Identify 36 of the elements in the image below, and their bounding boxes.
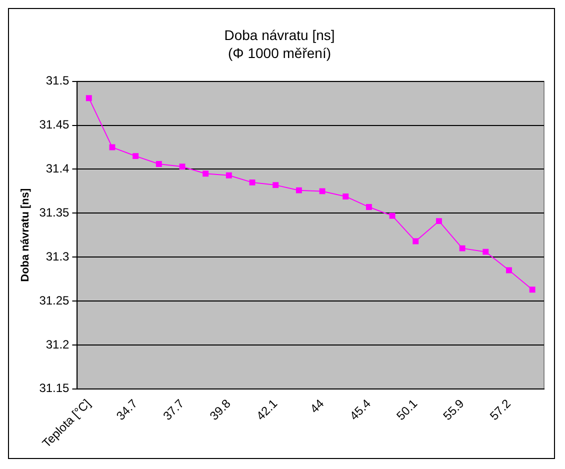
point (272, 182, 279, 188)
point (319, 188, 326, 194)
x-tick-label: 50.1 (394, 396, 420, 423)
y-axis-title: Doba návratu [ns] (20, 188, 32, 282)
y-tick-label: 31.3 (46, 249, 70, 264)
point (179, 164, 186, 170)
text: (Φ 1000 měření) (228, 45, 331, 62)
point (156, 161, 162, 167)
x-tick-label: 44 (307, 396, 327, 416)
x-tick-label: 45.4 (347, 396, 374, 423)
point (529, 286, 536, 293)
y-tick-label: 31.15 (39, 381, 70, 396)
y-tick-label: 31.45 (39, 118, 70, 132)
point (366, 204, 372, 210)
x-tick-label: 42.1 (254, 396, 280, 423)
point (342, 194, 349, 200)
point (296, 187, 302, 194)
text: Doba návratu [ns] (224, 26, 335, 43)
point (249, 179, 256, 186)
point (482, 248, 489, 255)
y-tick-label: 31.25 (39, 293, 70, 308)
point (506, 267, 512, 274)
point (202, 170, 209, 177)
point (109, 144, 116, 150)
point (412, 238, 419, 244)
point (86, 95, 92, 102)
point (389, 212, 396, 219)
x-tick-label: 55.9 (440, 396, 468, 423)
y-tick-label: 31.4 (46, 162, 70, 176)
point (436, 218, 442, 224)
point (226, 172, 232, 178)
y-tick-label: 31.35 (39, 205, 70, 220)
point (459, 245, 466, 252)
y-tick-label: 31.2 (46, 337, 70, 352)
y-tick-label: 31.5 (46, 74, 70, 88)
point (132, 153, 139, 160)
